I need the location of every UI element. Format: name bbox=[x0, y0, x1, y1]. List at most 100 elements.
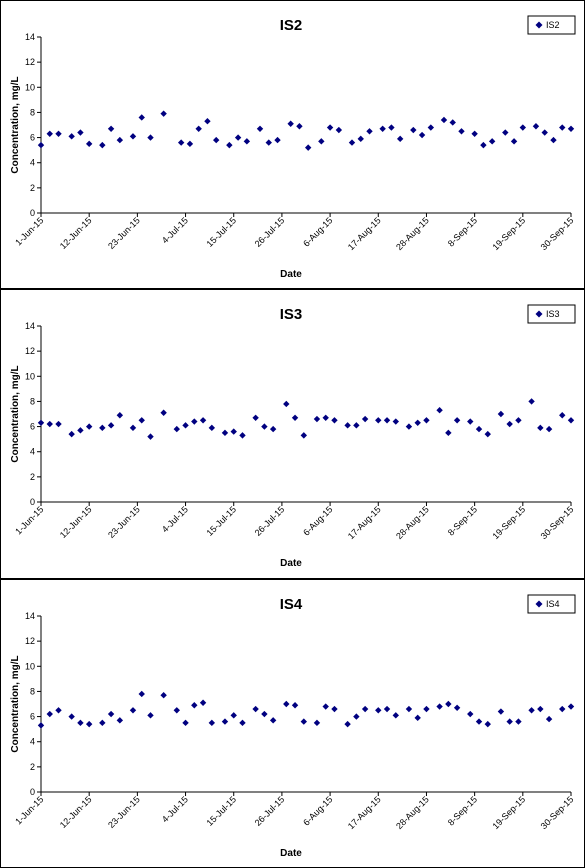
legend-marker-icon bbox=[535, 21, 543, 29]
x-tick-label: 12-Jun-15 bbox=[58, 215, 94, 251]
data-point bbox=[484, 430, 491, 438]
chart-panel-is4: IS4 0 2 4 6 8 10 12 14 1-Jun-15 12-Jun-15 23-Jun-15… bbox=[0, 579, 585, 868]
x-tick-label: 26-Jul-15 bbox=[253, 215, 287, 249]
chart-panel-is2: IS2 0 2 4 6 8 10 12 14 1-Jun-15 12-Jun-15 23-Jun-15… bbox=[0, 0, 585, 289]
data-point bbox=[353, 713, 360, 720]
x-axis-title: Date bbox=[280, 848, 302, 859]
x-tick-label: 17-Aug-15 bbox=[346, 215, 383, 252]
x-tick-label: 30-Sep-15 bbox=[539, 504, 576, 541]
data-point bbox=[361, 415, 369, 423]
data-point bbox=[331, 705, 338, 713]
chart-svg-is3: IS3 0 2 4 6 8 10 12 14 1-Jun-15 12-Jun-15 23-Jun-15… bbox=[10, 304, 576, 569]
data-point bbox=[537, 424, 544, 432]
x-tick-label: 8-Sep-15 bbox=[446, 504, 479, 537]
chart-title: IS3 bbox=[280, 306, 303, 323]
data-point bbox=[335, 126, 343, 134]
data-point bbox=[567, 417, 575, 424]
data-point bbox=[436, 407, 443, 414]
data-point bbox=[515, 417, 522, 424]
data-point bbox=[85, 720, 93, 728]
y-axis-title: Concentration, mg/L bbox=[10, 655, 21, 752]
data-point bbox=[453, 417, 461, 424]
y-tick-label: 0 bbox=[30, 787, 35, 797]
data-point bbox=[497, 708, 505, 715]
x-tick-label: 30-Sep-15 bbox=[539, 794, 576, 831]
data-point bbox=[37, 419, 45, 426]
x-tick-label: 6-Aug-15 bbox=[301, 794, 334, 827]
data-point bbox=[256, 125, 264, 132]
data-point bbox=[427, 124, 435, 131]
data-point bbox=[366, 128, 373, 135]
data-point bbox=[361, 705, 369, 713]
data-point bbox=[182, 422, 189, 429]
data-point bbox=[77, 129, 84, 136]
x-tick-label: 6-Aug-15 bbox=[301, 215, 334, 248]
legend-marker-icon bbox=[535, 310, 543, 318]
data-point bbox=[550, 136, 557, 144]
data-point bbox=[195, 125, 202, 132]
data-point bbox=[99, 141, 106, 149]
data-point bbox=[46, 130, 53, 137]
x-tick-label: 1-Jun-15 bbox=[13, 504, 45, 536]
data-point bbox=[488, 138, 496, 145]
chart-panel-is3: IS3 0 2 4 6 8 10 12 14 1-Jun-15 12-Jun-15 23-Jun-15… bbox=[0, 289, 585, 579]
data-point bbox=[440, 116, 448, 124]
legend-box bbox=[527, 304, 576, 324]
y-tick-label: 14 bbox=[25, 321, 35, 331]
data-point bbox=[528, 398, 535, 405]
data-point bbox=[68, 133, 75, 140]
data-point bbox=[396, 135, 404, 143]
y-tick-label: 14 bbox=[25, 32, 35, 42]
data-point bbox=[191, 702, 198, 709]
data-point bbox=[77, 427, 84, 434]
x-tick-label: 23-Jun-15 bbox=[106, 504, 142, 540]
data-point bbox=[480, 141, 487, 149]
data-point bbox=[199, 699, 207, 706]
data-point bbox=[160, 110, 167, 117]
data-point bbox=[173, 425, 180, 433]
y-tick-label: 4 bbox=[30, 158, 35, 168]
x-tick-label: 26-Jul-15 bbox=[253, 794, 287, 828]
data-point bbox=[357, 135, 364, 143]
x-tick-label: 15-Jul-15 bbox=[205, 794, 239, 828]
data-point bbox=[129, 707, 137, 714]
data-point bbox=[85, 140, 93, 148]
data-point bbox=[283, 700, 290, 708]
data-point bbox=[116, 136, 124, 144]
y-tick-label: 4 bbox=[30, 737, 35, 747]
data-point bbox=[449, 119, 456, 126]
y-tick-label: 6 bbox=[30, 712, 35, 722]
legend-box bbox=[527, 594, 576, 614]
data-point bbox=[191, 418, 198, 425]
x-tick-label: 8-Sep-15 bbox=[446, 794, 479, 827]
legend-marker-icon bbox=[535, 600, 543, 608]
data-point bbox=[423, 417, 430, 424]
data-point bbox=[322, 414, 329, 421]
x-tick-label: 23-Jun-15 bbox=[106, 215, 142, 251]
x-tick-label: 1-Jun-15 bbox=[13, 794, 45, 826]
data-point bbox=[313, 719, 321, 727]
data-point bbox=[300, 432, 308, 439]
data-point bbox=[230, 712, 237, 719]
data-point bbox=[99, 719, 106, 727]
data-point bbox=[453, 704, 461, 711]
data-point bbox=[147, 433, 154, 440]
legend-box bbox=[527, 15, 576, 35]
data-point bbox=[252, 414, 259, 421]
y-tick-label: 6 bbox=[30, 133, 35, 143]
data-point bbox=[37, 722, 45, 729]
legend: IS4 bbox=[527, 594, 576, 614]
data-point bbox=[383, 417, 391, 424]
data-point bbox=[77, 719, 84, 727]
data-point bbox=[445, 429, 452, 437]
legend: IS2 bbox=[527, 15, 576, 35]
chart-svg-is2: IS2 0 2 4 6 8 10 12 14 1-Jun-15 12-Jun-15 23-Jun-15… bbox=[10, 15, 576, 280]
data-point bbox=[46, 420, 53, 428]
data-point bbox=[239, 719, 246, 727]
data-point bbox=[567, 125, 575, 132]
data-point bbox=[129, 424, 137, 432]
x-tick-label: 19-Sep-15 bbox=[490, 215, 527, 252]
data-point bbox=[160, 692, 167, 699]
chart-title: IS4 bbox=[280, 596, 303, 613]
x-tick-label: 26-Jul-15 bbox=[253, 504, 287, 538]
